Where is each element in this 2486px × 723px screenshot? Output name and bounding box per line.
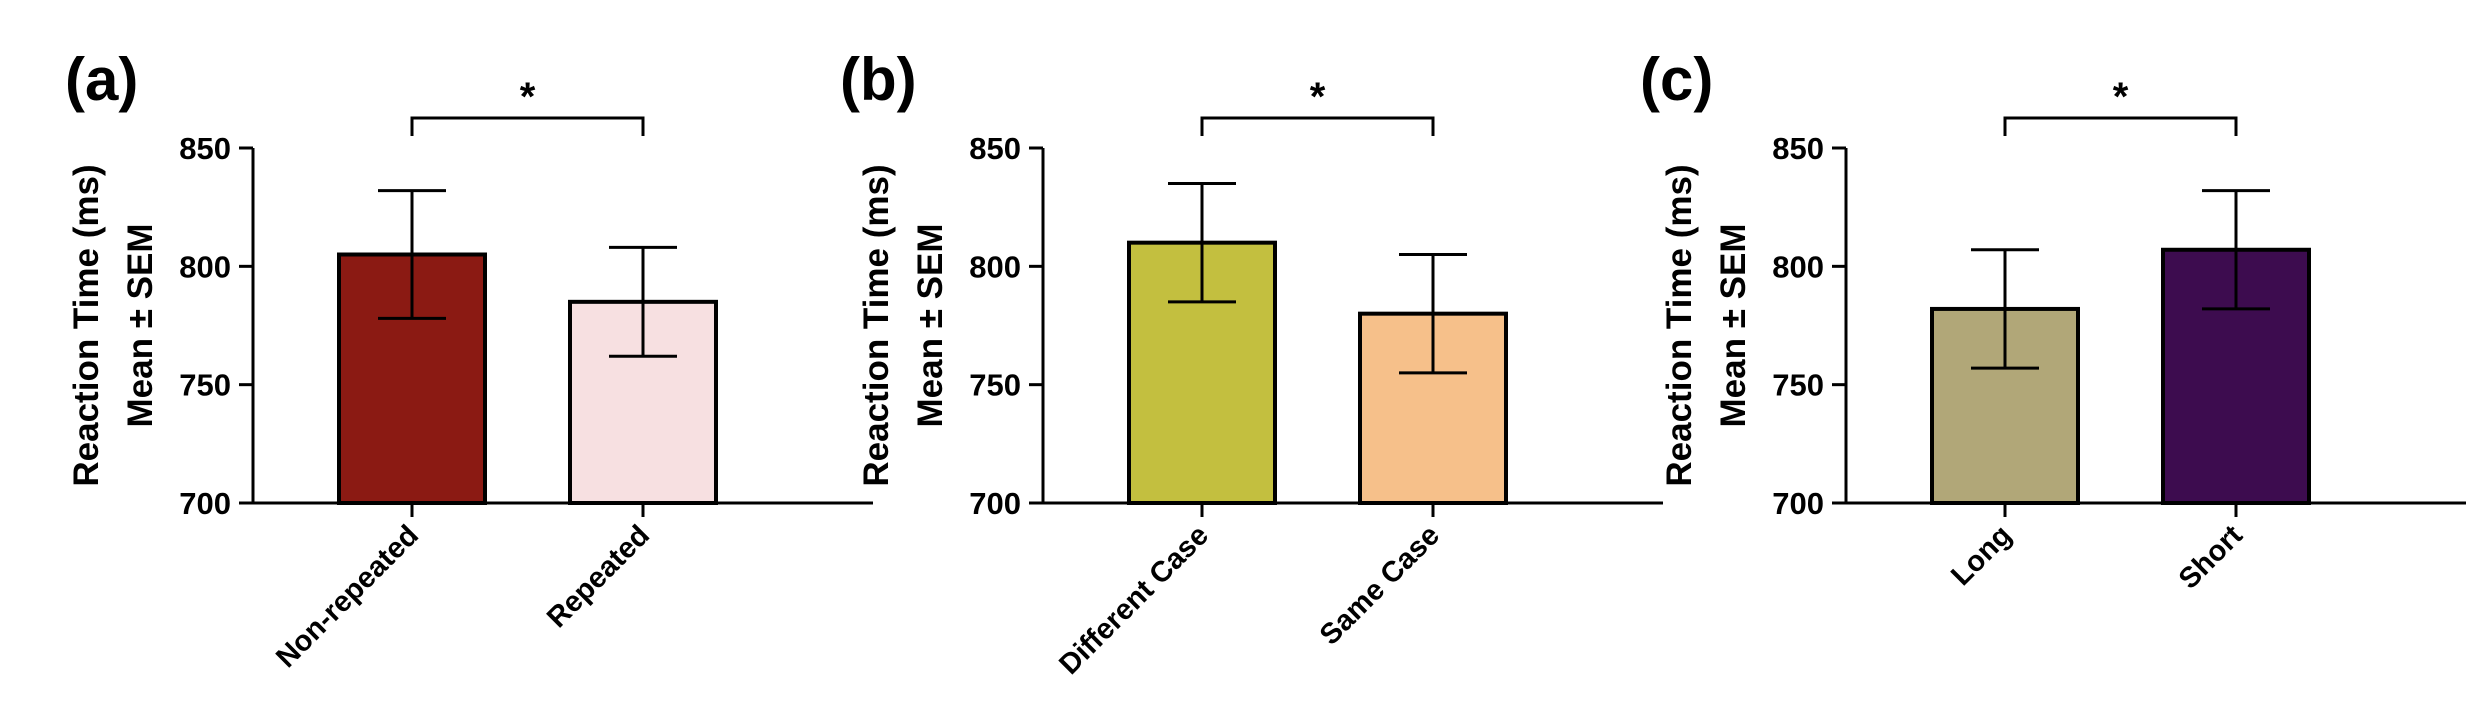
y-tick-label: 700 — [969, 486, 1021, 521]
y-axis-label-line-1: Reaction Time (ms) — [857, 164, 896, 486]
y-tick-label: 700 — [1772, 486, 1824, 521]
x-tick-label: Non-repeated — [270, 519, 425, 674]
significance-bracket — [2003, 116, 2238, 136]
y-tick-label: 800 — [179, 249, 231, 284]
x-tick-label: Long — [1945, 519, 2018, 592]
y-axis-label-line-2: Mean ± SEM — [911, 224, 950, 428]
y-tick-label: 800 — [969, 249, 1021, 284]
significance-marker: * — [2113, 75, 2129, 119]
significance-marker: * — [520, 75, 536, 119]
chart-panel-2: (b) Reaction Time (ms) Mean ± SEM 700 750 800… — [840, 46, 1663, 681]
significance-marker: * — [1310, 75, 1326, 119]
chart-panel-1: (a) Reaction Time (ms) Mean ± SEM 700 750 800… — [65, 46, 873, 674]
y-tick-label: 750 — [1772, 368, 1824, 403]
y-axis-label-line-1: Reaction Time (ms) — [67, 164, 106, 486]
x-tick-label: Different Case — [1053, 519, 1215, 681]
panel-label: (c) — [1640, 46, 1713, 113]
panel-label: (b) — [840, 46, 917, 113]
y-tick-label: 850 — [969, 131, 1021, 166]
y-tick-label: 800 — [1772, 249, 1824, 284]
y-axis-label-line-1: Reaction Time (ms) — [1660, 164, 1699, 486]
y-tick-label: 700 — [179, 486, 231, 521]
significance-bracket — [410, 116, 645, 136]
y-tick-label: 850 — [179, 131, 231, 166]
y-axis-label-line-2: Mean ± SEM — [1714, 224, 1753, 428]
y-tick-label: 750 — [969, 368, 1021, 403]
y-tick-label: 750 — [179, 368, 231, 403]
x-tick-label: Same Case — [1314, 519, 1446, 651]
chart-panel-3: (c) Reaction Time (ms) Mean ± SEM 700 750 800… — [1640, 46, 2466, 595]
x-tick-label: Short — [2173, 519, 2249, 595]
significance-bracket — [1200, 116, 1435, 136]
y-axis-label-line-2: Mean ± SEM — [121, 224, 160, 428]
y-tick-label: 850 — [1772, 131, 1824, 166]
x-tick-label: Repeated — [541, 519, 656, 634]
panel-label: (a) — [65, 46, 138, 113]
